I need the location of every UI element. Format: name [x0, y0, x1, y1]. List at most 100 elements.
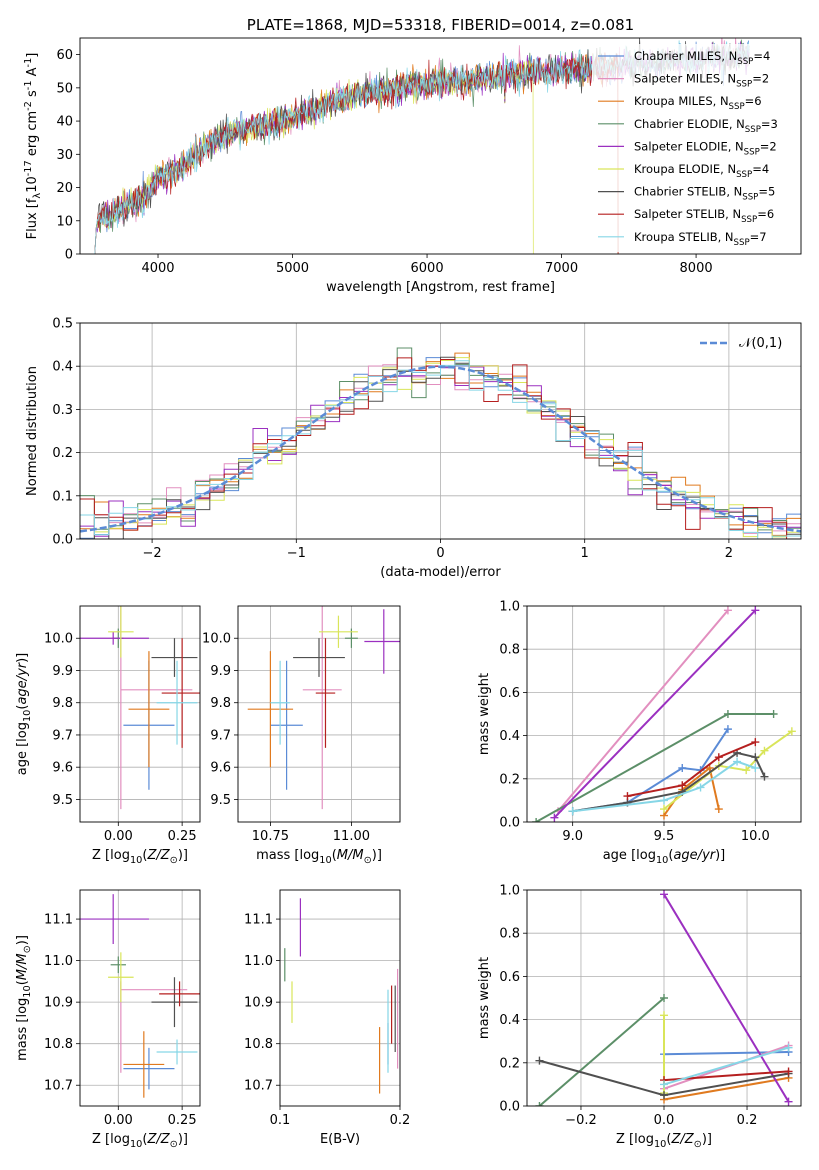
- mass_vs_Z-points: [80, 894, 200, 1098]
- weight-series-line: [663, 893, 790, 1103]
- y-tick-label: 9.7: [210, 728, 231, 743]
- y-tick-label: 10.0: [44, 632, 73, 647]
- weight-series-line: [538, 997, 665, 1106]
- x-tick-label: −2: [143, 546, 162, 561]
- x-tick-label: 6000: [411, 261, 444, 276]
- chart-title: PLATE=1868, MJD=53318, FIBERID=0014, z=0…: [247, 16, 634, 34]
- x-tick-label: 0.2: [737, 1113, 758, 1128]
- y-tick-label: 10.7: [244, 1079, 273, 1094]
- weight-marker: [535, 1056, 544, 1065]
- weight-marker: [742, 766, 751, 775]
- mass_vs_Z-frame: [79, 889, 201, 1107]
- histograms: [80, 347, 801, 539]
- age_vs_Z-points: [80, 606, 200, 810]
- x-tick-label: 0.2: [390, 1113, 411, 1128]
- weight-marker: [714, 753, 723, 762]
- y-tick-label: 0.0: [499, 816, 520, 831]
- weight-series-line: [627, 741, 756, 798]
- spectrum-series-line: [94, 53, 619, 254]
- y-tick-label: 9.7: [52, 728, 73, 743]
- weight_vs_Z-lines: [535, 890, 793, 1106]
- legend-entry: 𝒩(0,1): [739, 336, 782, 351]
- x-tick-label: 8000: [680, 261, 713, 276]
- x-axis-label: age [log10​(age/yr)]: [603, 848, 726, 866]
- weight-marker: [660, 796, 668, 805]
- y-tick-label: 9.6: [52, 761, 73, 776]
- x-axis-label: Z [log10​(Z/Z⊙​)]: [92, 848, 188, 866]
- weight-marker: [623, 792, 632, 801]
- weight-marker: [751, 764, 760, 772]
- weight-series-line: [572, 751, 766, 813]
- x-tick-label: 11.00: [333, 829, 370, 844]
- age_vs_Z-frame: [79, 605, 201, 823]
- y-axis-label: mass [log10​(M/M⊙​)]: [15, 935, 33, 1061]
- y-tick-label: 20: [56, 181, 73, 196]
- x-tick-label: 2: [725, 546, 733, 561]
- weight-marker: [660, 805, 668, 814]
- x-tick-label: 10.75: [252, 829, 289, 844]
- y-tick-label: 0.6: [499, 970, 520, 985]
- weight_vs_age-lines: [532, 606, 796, 822]
- weight-marker: [714, 805, 723, 814]
- age_vs_Z-axes: [76, 606, 200, 826]
- y-tick-label: 11.0: [244, 954, 273, 969]
- weight-series-line: [663, 1076, 789, 1101]
- y-tick-label: 0.4: [499, 729, 520, 744]
- weight-marker: [660, 994, 668, 1002]
- legend-box: [592, 44, 792, 252]
- weight-marker: [723, 710, 732, 718]
- weight-marker: [723, 725, 732, 734]
- x-tick-label: 0.0: [654, 1113, 675, 1128]
- y-tick-label: 0.8: [499, 643, 520, 658]
- x-tick-label: 0.00: [104, 1113, 133, 1128]
- x-tick-label: 0: [436, 546, 444, 561]
- y-axis-label: Normed distribution: [25, 366, 40, 496]
- y-tick-label: 0.1: [52, 489, 73, 504]
- spectrum-series-line: [94, 52, 619, 254]
- y-tick-label: 9.6: [210, 761, 231, 776]
- weight-marker: [660, 1091, 668, 1100]
- y-tick-label: 40: [56, 115, 73, 130]
- y-tick-label: 0.0: [52, 533, 73, 548]
- legend-entry: Chabrier MILES, NSSP​=4: [634, 49, 770, 67]
- weight-marker: [660, 1011, 668, 1020]
- x-tick-label: 9.0: [562, 829, 583, 844]
- gaussian-curve: [80, 365, 801, 533]
- x-tick-label: 7000: [545, 261, 578, 276]
- y-tick-label: 9.9: [210, 664, 231, 679]
- weight-marker: [723, 606, 732, 615]
- weight_vs_age-axes: [523, 605, 801, 826]
- weight-marker: [751, 753, 760, 762]
- y-tick-label: 9.5: [210, 793, 231, 808]
- y-tick-label: 9.8: [210, 696, 231, 711]
- x-axis-label: wavelength [Angstrom, rest frame]: [326, 280, 555, 295]
- legend-entry: Kroupa MILES, NSSP​=6: [634, 94, 762, 112]
- weight_vs_age-frame: [526, 605, 802, 823]
- weight-marker: [787, 727, 796, 736]
- weight-marker: [678, 781, 687, 790]
- weight-marker: [733, 757, 742, 766]
- y-tick-label: 0: [65, 248, 73, 263]
- x-axis-label: mass [log10​(M/M⊙​)]: [256, 848, 382, 866]
- age_vs_mass-axes: [234, 606, 400, 826]
- weight-marker: [532, 818, 541, 822]
- legend-entry: Kroupa ELODIE, NSSP​=4: [634, 162, 769, 180]
- y-tick-label: 10.7: [44, 1079, 73, 1094]
- y-tick-label: 0.4: [52, 360, 73, 375]
- spectrum-legend: [592, 44, 792, 252]
- age_vs_mass-points: [247, 606, 400, 810]
- y-tick-label: 1.0: [499, 600, 520, 615]
- y-tick-label: 0.2: [499, 772, 520, 787]
- weight-series-line: [663, 1046, 789, 1086]
- y-tick-label: 0.2: [499, 1056, 520, 1071]
- weight-series-line: [553, 609, 757, 819]
- x-tick-label: 10.0: [741, 829, 770, 844]
- y-tick-label: 60: [56, 48, 73, 63]
- weight-marker: [568, 807, 577, 816]
- x-tick-label: 5000: [276, 261, 309, 276]
- y-tick-label: 1.0: [499, 884, 520, 899]
- weight-marker: [760, 772, 769, 781]
- x-axis-label: E(B-V): [320, 1132, 360, 1147]
- x-tick-label: −1: [287, 546, 306, 561]
